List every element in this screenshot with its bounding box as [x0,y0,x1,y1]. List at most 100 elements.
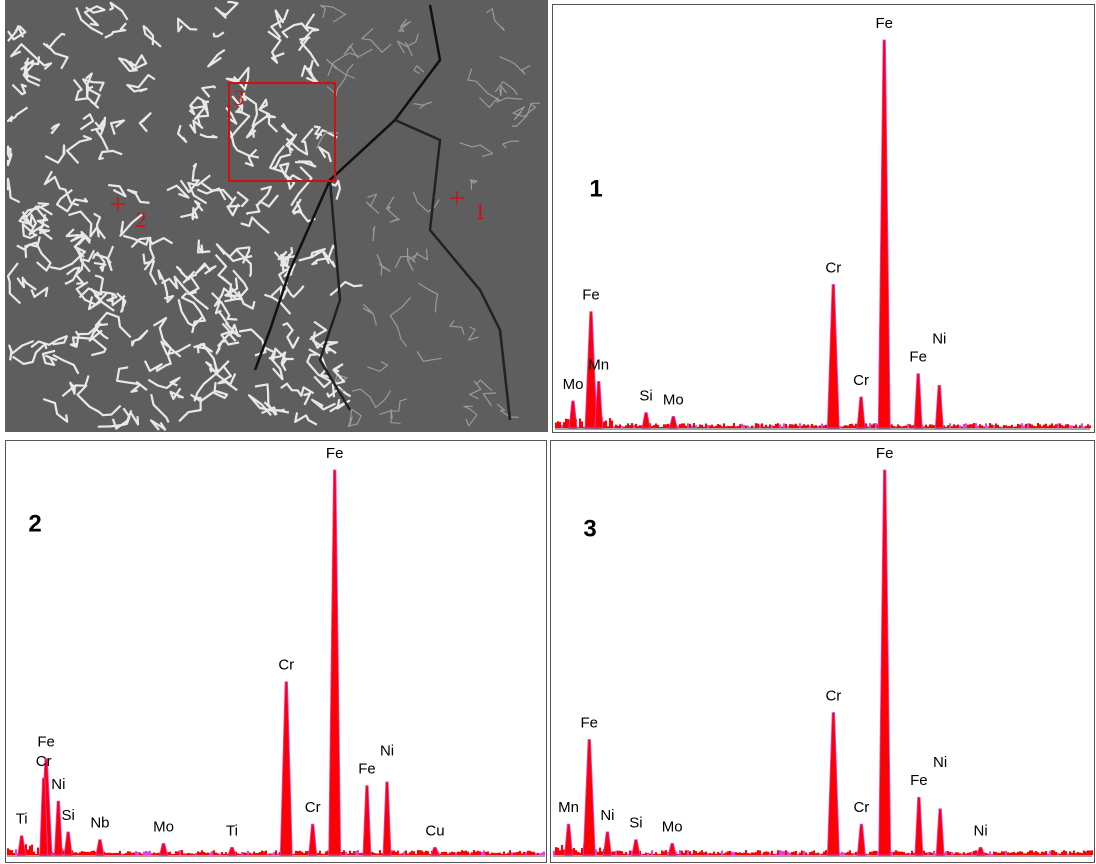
noise [843,425,845,428]
noise [1017,423,1019,428]
noise [707,853,709,855]
grain-boundary [394,118,512,421]
peak-label: Mo [663,391,684,408]
noise [115,852,117,855]
noise [743,424,745,428]
point-label: 3 [234,85,245,110]
noise [677,853,679,855]
phase-boundary [11,83,28,96]
noise [1043,424,1045,428]
noise [413,851,415,855]
noise [497,852,499,855]
peak [362,785,372,856]
noise [965,853,967,855]
phase-boundary [225,66,250,91]
phase-boundary [7,25,25,42]
noise [349,850,351,855]
phase-boundary [499,56,531,75]
noise [275,850,277,855]
noise [37,847,39,855]
phase-boundary [213,287,238,315]
phase-boundary [108,1,129,21]
noise [381,853,383,855]
noise [925,424,927,428]
noise [731,851,733,855]
peak-label: Ni [932,331,946,348]
noise [1083,850,1085,855]
noise [627,853,629,855]
noise [663,851,665,855]
noise [439,853,441,855]
phase-boundary [116,366,139,385]
phase-boundary [512,103,537,121]
noise [841,851,843,855]
noise [415,853,417,855]
phase-boundary [234,248,252,277]
noise [733,852,735,855]
noise [527,850,529,855]
noise [897,424,899,428]
peak [308,823,318,856]
noise [997,852,999,855]
phase-boundary [318,146,332,163]
noise [393,850,395,855]
phase-boundary [87,287,103,311]
phase-boundary [195,343,213,354]
noise [999,852,1001,855]
noise [577,851,579,855]
noise [531,851,533,855]
phase-boundary [467,68,501,101]
phase-boundary [391,398,408,412]
peak [856,396,866,429]
noise [1023,853,1025,855]
phase-boundary [79,113,95,131]
phase-boundary [398,18,412,32]
noise [943,425,945,428]
phase-boundary [217,364,238,392]
phase-boundary [311,398,336,411]
grain-boundary [318,179,352,411]
noise [975,423,977,428]
phase-boundary [199,133,218,139]
noise [613,851,615,855]
peak-label: Ti [226,822,238,839]
noise [341,851,343,855]
phase-boundary [21,223,38,239]
noise [687,423,689,428]
phase-boundary [413,101,432,109]
noise [1015,426,1017,428]
peak-label: Fe [326,445,344,462]
phase-boundary [232,269,249,300]
phase-boundary [42,397,69,423]
noise [705,423,707,428]
noise [749,426,751,428]
noise [925,852,927,855]
noise [185,853,187,855]
noise [1089,425,1091,428]
phase-boundary [142,25,162,48]
noise [767,426,769,428]
phase-boundary [187,174,211,205]
noise [765,851,767,855]
phase-boundary [94,274,126,307]
noise [539,853,541,855]
noise [421,850,423,855]
phase-boundary [270,285,288,300]
noise [1081,423,1083,428]
noise [969,852,971,855]
noise [1065,851,1067,855]
peak-label: Fe [910,772,928,789]
phase-boundary [71,336,107,357]
noise [491,852,493,855]
noise [985,423,987,428]
noise [429,853,431,855]
phase-boundary [109,119,126,135]
noise [1029,850,1031,855]
noise [171,853,173,855]
phase-boundary [469,380,482,400]
micrograph [5,0,548,432]
noise [729,426,731,428]
noise [1025,423,1027,428]
noise [823,425,825,428]
